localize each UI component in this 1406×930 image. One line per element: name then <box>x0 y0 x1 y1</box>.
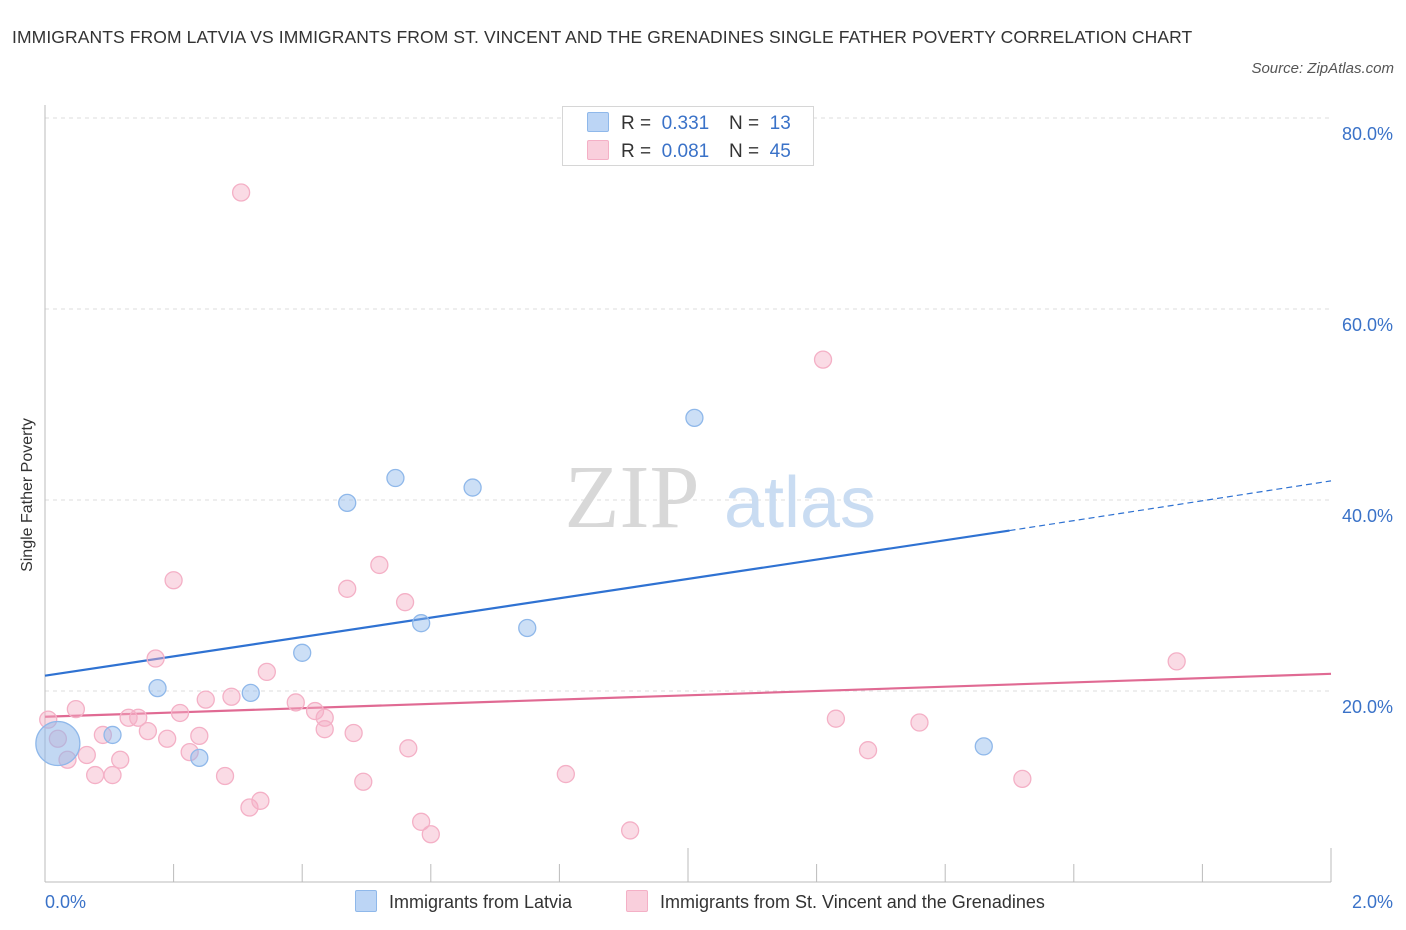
r-label: R = <box>621 141 652 162</box>
legend-item-svg: Immigrants from St. Vincent and the Gren… <box>626 888 1045 916</box>
point-latvia <box>386 468 405 488</box>
point-svg <box>826 709 846 728</box>
legend-label: Immigrants from Latvia <box>389 892 573 912</box>
y-tick-label: 40.0% <box>1342 506 1393 526</box>
point-svg <box>338 579 357 598</box>
legend-item-latvia: Immigrants from Latvia <box>355 888 572 916</box>
point-svg <box>215 766 235 786</box>
point-svg <box>412 812 431 831</box>
trend-lines <box>44 480 1332 718</box>
trend-line-latvia <box>44 529 1010 677</box>
stats-row-latvia: R = 0.331 N = 13 <box>587 112 791 136</box>
svg-legend-swatch <box>626 890 648 912</box>
watermark-zip: ZIP <box>565 448 700 547</box>
r-value: 0.081 <box>661 141 710 162</box>
point-svg <box>93 725 113 745</box>
n-value: 13 <box>769 113 791 134</box>
tick-labels: 20.0% 40.0% 60.0% 80.0% 0.0% 2.0% <box>45 124 1393 912</box>
n-value: 45 <box>769 141 791 162</box>
point-svg <box>257 662 276 682</box>
r-value: 0.331 <box>661 113 710 134</box>
point-svg <box>66 699 86 719</box>
point-svg <box>170 703 190 723</box>
stats-row-svg: R = 0.081 N = 45 <box>587 140 791 164</box>
point-latvia <box>974 737 993 756</box>
point-latvia <box>463 478 482 497</box>
y-tick-label: 60.0% <box>1342 315 1393 335</box>
trend-line-svg <box>44 672 1332 718</box>
point-svg <box>556 764 575 784</box>
y-tick-label: 80.0% <box>1342 124 1393 144</box>
point-latvia <box>412 614 431 633</box>
point-svg <box>222 687 241 706</box>
point-svg <box>103 765 122 785</box>
chart-title: IMMIGRANTS FROM LATVIA VS IMMIGRANTS FRO… <box>12 27 1193 47</box>
stats-legend: R = 0.331 N = 13 R = 0.081 N = 45 <box>562 106 814 166</box>
point-svg <box>344 723 363 743</box>
point-latvia <box>338 493 357 513</box>
svg-swatch <box>587 140 609 160</box>
point-svg <box>813 350 833 369</box>
point-svg <box>129 708 148 727</box>
point-svg <box>354 772 373 791</box>
point-svg <box>180 742 199 762</box>
point-svg <box>146 649 165 668</box>
series-legend: Immigrants from Latvia Immigrants from S… <box>0 888 1406 916</box>
latvia-legend-swatch <box>355 890 377 912</box>
point-svg <box>305 701 325 721</box>
point-svg <box>158 729 177 748</box>
point-svg <box>251 791 270 810</box>
point-svg <box>190 726 209 746</box>
point-latvia <box>190 748 209 767</box>
point-latvia <box>241 683 260 703</box>
y-tick-label: 20.0% <box>1342 697 1393 717</box>
x-tick-label: 2.0% <box>1352 892 1393 912</box>
point-latvia <box>148 678 167 698</box>
point-svg <box>1167 652 1186 671</box>
point-svg <box>86 765 105 785</box>
legend-label: Immigrants from St. Vincent and the Gren… <box>660 892 1045 912</box>
r-label: R = <box>621 113 652 134</box>
point-svg <box>240 798 259 817</box>
n-label: N = <box>728 113 760 134</box>
grid-lines <box>45 117 1331 692</box>
n-label: N = <box>728 141 760 162</box>
point-svg <box>111 750 130 769</box>
watermark: ZIP atlas <box>565 448 877 547</box>
point-svg <box>196 690 215 709</box>
point-svg <box>620 821 640 840</box>
latvia-swatch <box>587 112 609 132</box>
point-latvia <box>293 643 312 662</box>
source-label: Source: ZipAtlas.com <box>1251 60 1394 77</box>
point-svg <box>286 693 305 712</box>
watermark-atlas: atlas <box>724 463 876 543</box>
point-svg <box>399 739 418 758</box>
point-svg <box>421 825 440 844</box>
point-svg <box>138 721 158 741</box>
point-latvia <box>103 725 122 745</box>
point-svg <box>119 708 138 727</box>
data-points <box>35 183 1186 844</box>
point-svg <box>77 745 96 765</box>
point-latvia <box>518 618 537 638</box>
point-svg <box>315 720 334 739</box>
point-svg <box>370 555 389 575</box>
point-svg <box>1013 769 1032 789</box>
point-svg <box>231 183 251 202</box>
point-latvia <box>35 720 81 767</box>
trend-line-extension <box>1009 480 1332 532</box>
point-svg <box>164 571 183 590</box>
point-latvia <box>685 408 704 428</box>
x-tick-label: 0.0% <box>45 892 86 912</box>
point-svg <box>858 741 878 760</box>
point-svg <box>395 593 415 612</box>
point-svg <box>910 713 929 732</box>
